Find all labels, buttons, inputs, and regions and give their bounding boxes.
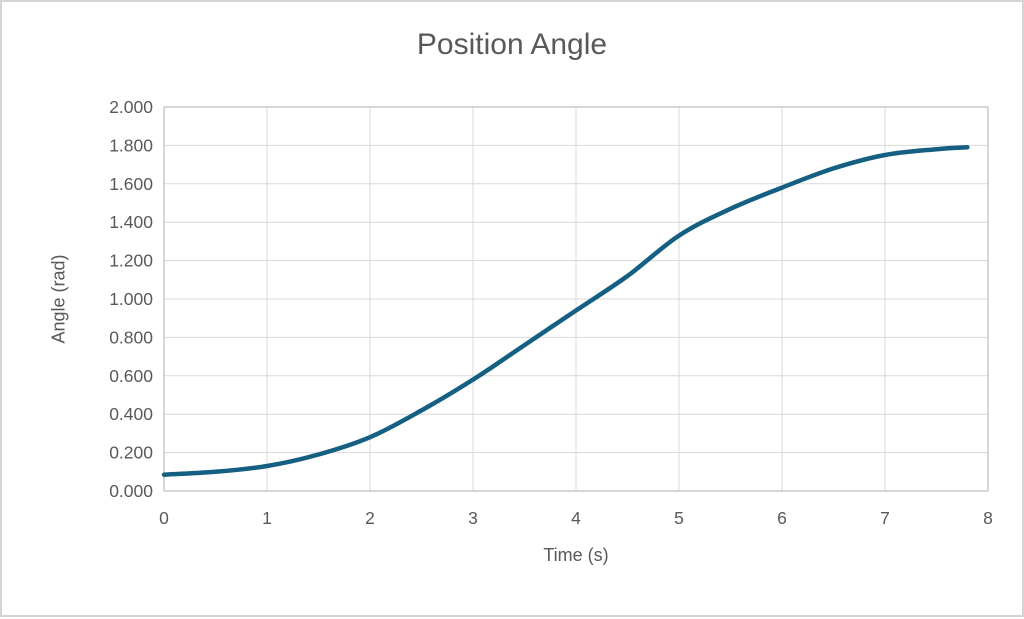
x-tick-label: 7 — [880, 508, 890, 528]
x-tick-label: 3 — [468, 508, 478, 528]
y-tick-label: 0.600 — [109, 366, 153, 386]
x-tick-label: 8 — [983, 508, 993, 528]
plot-border — [163, 106, 989, 492]
y-tick-label: 0.800 — [109, 327, 153, 347]
x-tick-label: 5 — [674, 508, 684, 528]
y-tick-label: 2.000 — [109, 97, 153, 117]
x-tick-label: 6 — [777, 508, 787, 528]
x-tick-label: 4 — [571, 508, 581, 528]
x-tick-label: 0 — [159, 508, 169, 528]
y-tick-label: 1.000 — [109, 289, 153, 309]
y-tick-label: 0.000 — [109, 481, 153, 501]
y-tick-label: 0.400 — [109, 404, 153, 424]
y-tick-label: 1.800 — [109, 135, 153, 155]
x-tick-label: 2 — [365, 508, 375, 528]
x-tick-label: 1 — [262, 508, 272, 528]
y-tick-label: 1.200 — [109, 251, 153, 271]
x-axis-title: Time (s) — [543, 545, 609, 565]
y-tick-label: 1.400 — [109, 212, 153, 232]
chart-title: Position Angle — [416, 28, 608, 61]
y-tick-label: 1.600 — [109, 174, 153, 194]
series-line — [161, 145, 970, 477]
y-tick-label: 0.200 — [109, 443, 153, 463]
